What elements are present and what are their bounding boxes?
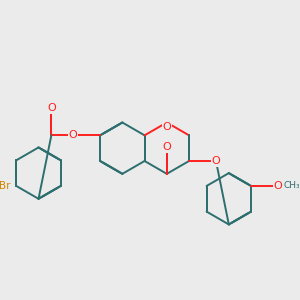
Text: O: O [212,156,220,166]
Text: O: O [47,103,56,113]
Text: Br: Br [0,181,11,191]
Text: O: O [274,181,283,191]
Text: O: O [162,122,171,132]
Text: O: O [162,142,171,152]
Text: O: O [69,130,77,140]
Text: CH₃: CH₃ [284,182,300,190]
